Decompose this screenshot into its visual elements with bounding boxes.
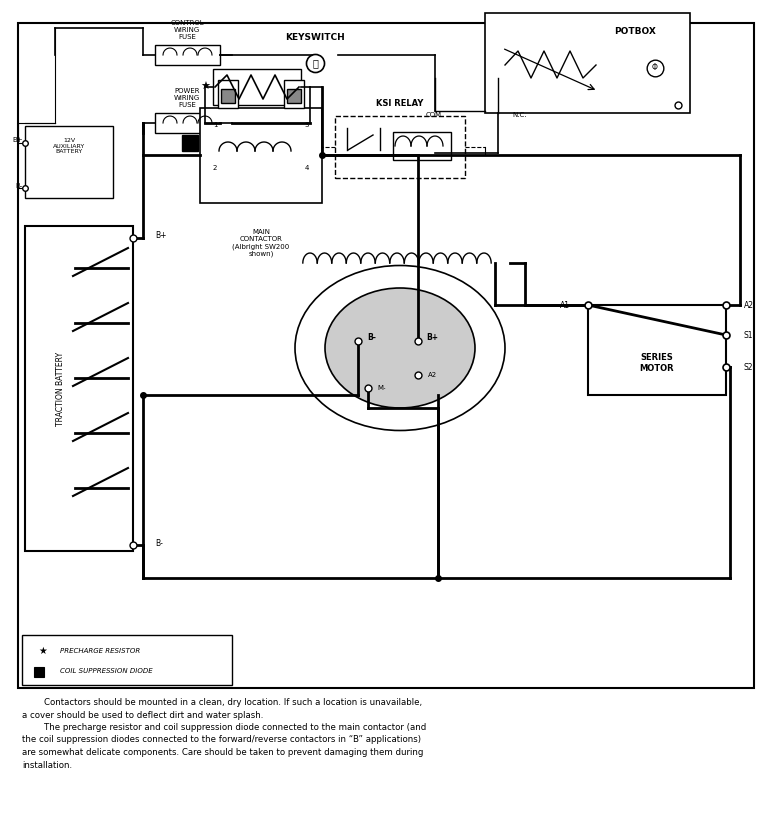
Text: SERIES
MOTOR: SERIES MOTOR — [640, 353, 674, 372]
Text: MAIN
CONTACTOR
(Albright SW200
shown): MAIN CONTACTOR (Albright SW200 shown) — [232, 229, 290, 257]
Text: A2: A2 — [428, 372, 436, 378]
Text: ★: ★ — [200, 82, 210, 92]
Bar — [335, 116, 465, 178]
Text: Φ: Φ — [652, 63, 658, 72]
Text: ★: ★ — [38, 646, 47, 656]
Text: KEYSWITCH: KEYSWITCH — [285, 33, 345, 42]
Text: 4: 4 — [305, 165, 310, 171]
Bar — [218, 80, 238, 108]
Bar — [221, 89, 235, 103]
Bar — [25, 126, 113, 198]
Bar — [200, 108, 322, 203]
Bar — [284, 80, 304, 108]
Bar — [34, 667, 44, 677]
Text: 2: 2 — [213, 165, 217, 171]
Bar — [213, 69, 301, 105]
Text: B+: B+ — [155, 232, 167, 241]
Bar — [155, 45, 220, 65]
Text: KSI RELAY: KSI RELAY — [376, 99, 424, 108]
Bar — [18, 23, 754, 688]
Bar — [182, 135, 198, 151]
Bar — [22, 635, 232, 685]
Bar — [287, 89, 301, 103]
Text: Contactors should be mounted in a clean, dry location. If such a location is una: Contactors should be mounted in a clean,… — [22, 698, 426, 770]
Ellipse shape — [325, 288, 475, 408]
Text: S1: S1 — [744, 331, 753, 340]
Bar — [25, 226, 133, 551]
Text: S2: S2 — [744, 362, 753, 372]
Text: B+: B+ — [12, 137, 23, 143]
Text: POWER
WIRING
FUSE: POWER WIRING FUSE — [174, 88, 200, 108]
Bar — [588, 305, 726, 395]
Text: ⌗: ⌗ — [312, 58, 318, 68]
Text: A1: A1 — [560, 301, 570, 310]
Text: 3: 3 — [305, 122, 310, 128]
Text: B-: B- — [155, 538, 163, 547]
Text: 1: 1 — [213, 122, 217, 128]
Text: M-: M- — [378, 385, 386, 391]
Text: B-: B- — [367, 333, 377, 342]
Text: CONTROL
WIRING
FUSE: CONTROL WIRING FUSE — [170, 20, 204, 40]
Text: B-: B- — [15, 183, 23, 189]
Text: PRECHARGE RESISTOR: PRECHARGE RESISTOR — [60, 648, 141, 654]
Text: POTBOX: POTBOX — [614, 27, 656, 36]
Text: A2: A2 — [744, 301, 754, 310]
Bar — [155, 113, 220, 133]
Text: N.C.: N.C. — [512, 112, 527, 118]
Text: B+: B+ — [426, 333, 438, 342]
Text: TRACTION BATTERY: TRACTION BATTERY — [56, 352, 65, 426]
Bar — [485, 13, 690, 113]
Bar — [393, 132, 451, 160]
Text: COIL SUPPRESSION DIODE: COIL SUPPRESSION DIODE — [60, 668, 153, 674]
Text: 12V
AUXILIARY
BATTERY: 12V AUXILIARY BATTERY — [52, 137, 85, 154]
Text: COM.: COM. — [426, 112, 444, 118]
